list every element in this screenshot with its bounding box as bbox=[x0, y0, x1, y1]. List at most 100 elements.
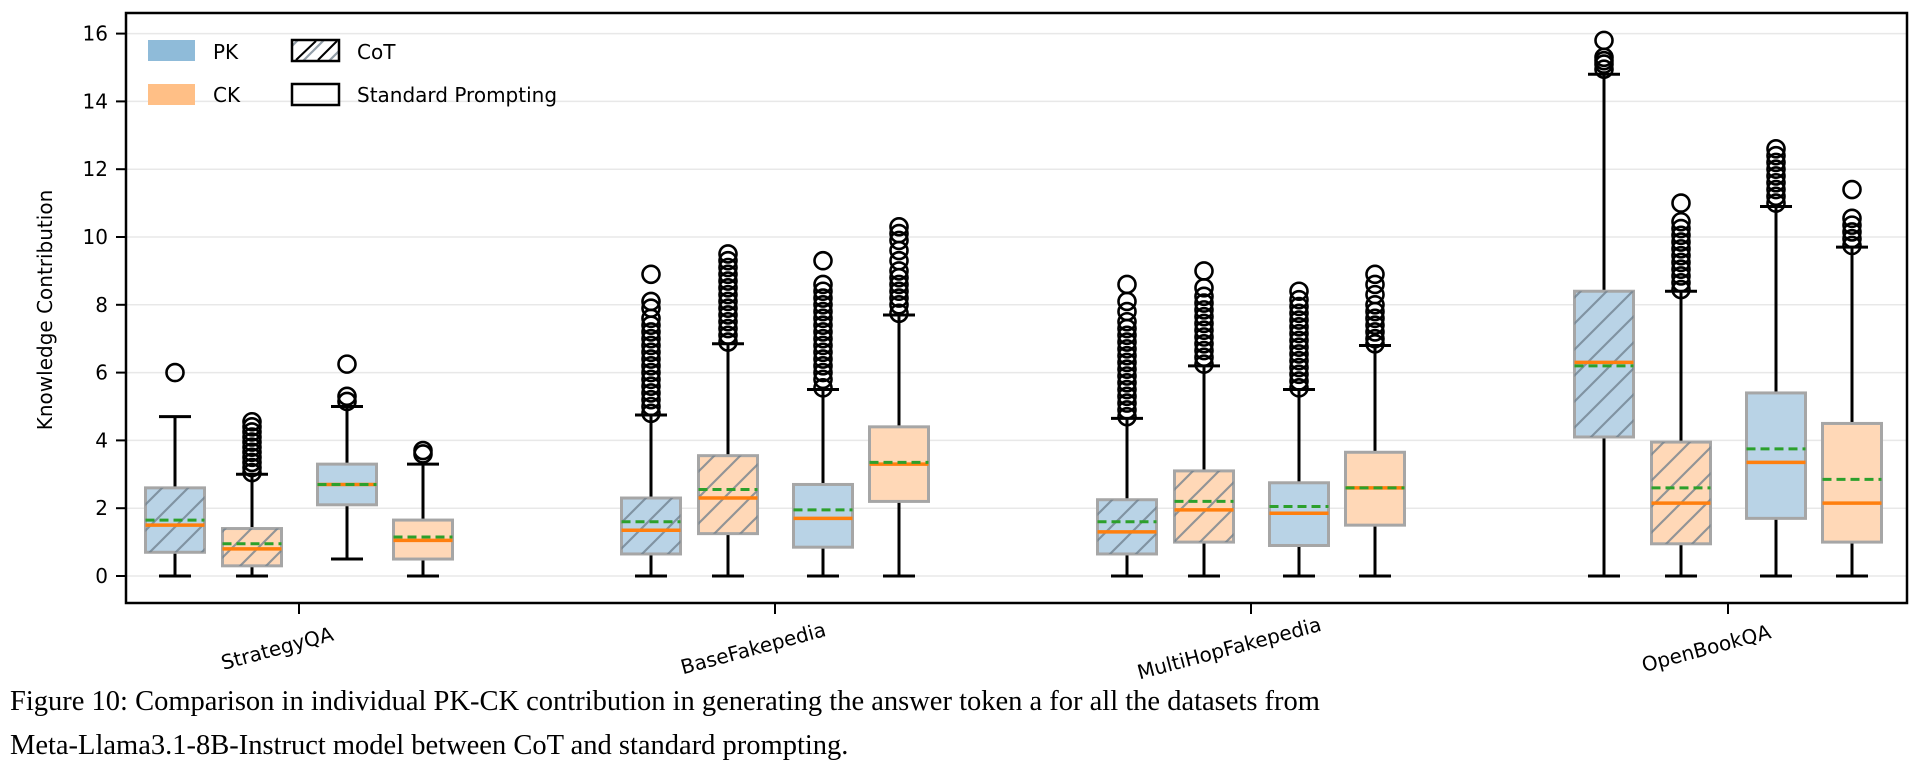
outlier-point bbox=[1594, 30, 1614, 51]
outlier-point bbox=[242, 457, 262, 478]
box-pk-cot bbox=[1573, 30, 1635, 578]
outlier-point bbox=[889, 250, 909, 271]
outlier-point bbox=[1194, 340, 1214, 361]
outlier-point bbox=[242, 422, 262, 442]
box-hatch bbox=[1174, 470, 1234, 543]
outlier-point bbox=[718, 264, 738, 285]
outlier-point bbox=[1671, 225, 1691, 246]
outlier-point bbox=[641, 291, 661, 312]
outlier-point bbox=[1194, 327, 1214, 347]
legend-hatch-cot-2 bbox=[317, 40, 338, 61]
outlier-point bbox=[1671, 211, 1691, 232]
y-tick-label: 8 bbox=[95, 293, 108, 317]
outlier-point bbox=[641, 342, 661, 363]
outlier-point bbox=[889, 261, 909, 281]
outlier-point bbox=[641, 322, 661, 342]
outlier-point bbox=[1766, 193, 1786, 213]
outlier-point bbox=[889, 281, 909, 302]
legend-swatch-ck bbox=[148, 84, 195, 105]
outlier-point bbox=[1671, 272, 1691, 293]
x-tick-label: MultiHopFakepedia bbox=[1135, 612, 1324, 680]
outlier-point bbox=[1117, 274, 1137, 295]
outlier-point bbox=[1289, 296, 1309, 317]
outlier-point bbox=[889, 274, 909, 295]
outlier-point bbox=[1365, 284, 1385, 305]
box-ck-standard bbox=[1344, 264, 1406, 578]
outlier-point bbox=[641, 264, 661, 285]
outlier-point bbox=[1289, 350, 1309, 371]
outlier-point bbox=[1194, 261, 1214, 281]
y-tick-label: 14 bbox=[83, 89, 108, 113]
outlier-point bbox=[718, 271, 738, 291]
outlier-point bbox=[813, 281, 833, 302]
y-tick-label: 10 bbox=[83, 225, 108, 249]
box-ck-cot bbox=[221, 411, 283, 578]
outlier-point bbox=[1289, 371, 1309, 391]
outlier-point bbox=[813, 335, 833, 356]
outlier-point bbox=[1766, 179, 1786, 200]
outlier-point bbox=[889, 288, 909, 308]
outlier-point bbox=[1766, 186, 1786, 207]
y-tick-label: 16 bbox=[83, 22, 108, 46]
caption-line-2: Meta-Llama3.1-8B-Instruct model between … bbox=[10, 730, 849, 761]
box-pk-cot bbox=[620, 264, 682, 578]
outlier-point bbox=[813, 250, 833, 271]
outlier-point bbox=[1289, 330, 1309, 351]
outlier-point bbox=[1842, 208, 1862, 229]
outlier-point bbox=[242, 442, 262, 463]
box-ck-standard bbox=[1821, 179, 1883, 578]
legend-swatch-cot bbox=[290, 38, 341, 63]
outlier-point bbox=[813, 315, 833, 335]
outlier-point bbox=[889, 223, 909, 244]
outlier-point bbox=[1766, 172, 1786, 193]
x-tick-label: BaseFakepedia bbox=[678, 617, 828, 679]
outlier-point bbox=[1289, 337, 1309, 357]
outlier-point bbox=[1365, 274, 1385, 295]
outlier-point bbox=[641, 362, 661, 383]
outlier-point bbox=[1766, 152, 1786, 173]
y-tick-label: 12 bbox=[83, 157, 108, 181]
y-axis-label: Knowledge Contribution bbox=[33, 190, 57, 430]
x-tick-label: OpenBookQA bbox=[1639, 619, 1774, 677]
box-ck-standard bbox=[392, 440, 454, 578]
outlier-point bbox=[337, 354, 357, 374]
outlier-point bbox=[1117, 406, 1137, 427]
outlier-point bbox=[718, 305, 738, 325]
outlier-point bbox=[641, 376, 661, 396]
outlier-point bbox=[1766, 166, 1786, 186]
boxes-layer bbox=[144, 30, 1883, 578]
box-iqr bbox=[792, 482, 854, 549]
outlier-point bbox=[718, 291, 738, 312]
box-plot-chart: 0 2 4 6 8 10 12 14 16 StrategyQA BaseFakepedia Mul… bbox=[33, 11, 1909, 680]
outlier-point bbox=[1671, 259, 1691, 280]
outlier-point bbox=[1117, 352, 1137, 373]
outlier-point bbox=[1671, 239, 1691, 259]
outlier-point bbox=[1117, 301, 1137, 322]
outlier-point bbox=[1194, 347, 1214, 368]
outlier-point bbox=[1117, 359, 1137, 380]
y-tick-label: 6 bbox=[95, 361, 108, 385]
outlier-point bbox=[813, 342, 833, 363]
outlier-point bbox=[1194, 306, 1214, 327]
box-ck-cot bbox=[1650, 193, 1712, 578]
outlier-point bbox=[1289, 317, 1309, 337]
outlier-point bbox=[889, 217, 909, 237]
outlier-point bbox=[413, 440, 433, 461]
outlier-point bbox=[813, 356, 833, 376]
outlier-point bbox=[337, 386, 357, 407]
outlier-point bbox=[165, 362, 185, 383]
outlier-point bbox=[718, 284, 738, 305]
outlier-point bbox=[813, 322, 833, 342]
outlier-point bbox=[1671, 279, 1691, 300]
outlier-point bbox=[641, 403, 661, 424]
outlier-point bbox=[1671, 245, 1691, 266]
legend-label-standard: Standard Prompting bbox=[357, 83, 557, 107]
caption-line-1: Figure 10: Comparison in individual PK-C… bbox=[10, 686, 1320, 717]
outlier-point bbox=[242, 417, 262, 437]
outlier-point bbox=[1194, 293, 1214, 313]
y-axis: 0 2 4 6 8 10 12 14 16 bbox=[83, 22, 126, 588]
outlier-point bbox=[242, 462, 262, 483]
outlier-point bbox=[1194, 320, 1214, 341]
outlier-point bbox=[813, 349, 833, 369]
outlier-point bbox=[1594, 59, 1614, 79]
